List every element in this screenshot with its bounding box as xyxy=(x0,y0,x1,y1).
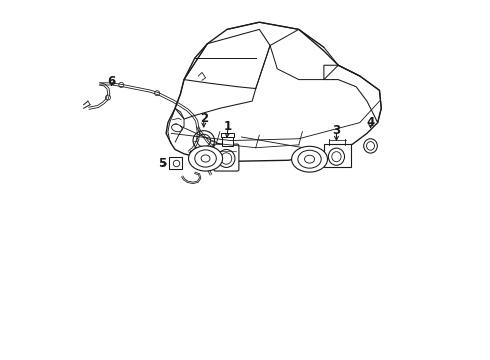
Text: 5: 5 xyxy=(158,157,166,170)
Ellipse shape xyxy=(328,148,344,165)
Text: 4: 4 xyxy=(367,116,375,129)
Ellipse shape xyxy=(292,146,327,172)
Ellipse shape xyxy=(189,146,222,171)
FancyBboxPatch shape xyxy=(214,144,239,171)
Text: 2: 2 xyxy=(200,112,208,125)
Ellipse shape xyxy=(193,131,215,150)
Text: 1: 1 xyxy=(224,121,232,134)
Ellipse shape xyxy=(218,149,235,167)
Ellipse shape xyxy=(364,139,377,153)
Polygon shape xyxy=(169,157,182,169)
Polygon shape xyxy=(324,144,351,167)
Polygon shape xyxy=(221,134,234,137)
Text: 6: 6 xyxy=(107,75,116,88)
Polygon shape xyxy=(222,135,233,146)
Text: 3: 3 xyxy=(332,124,341,137)
